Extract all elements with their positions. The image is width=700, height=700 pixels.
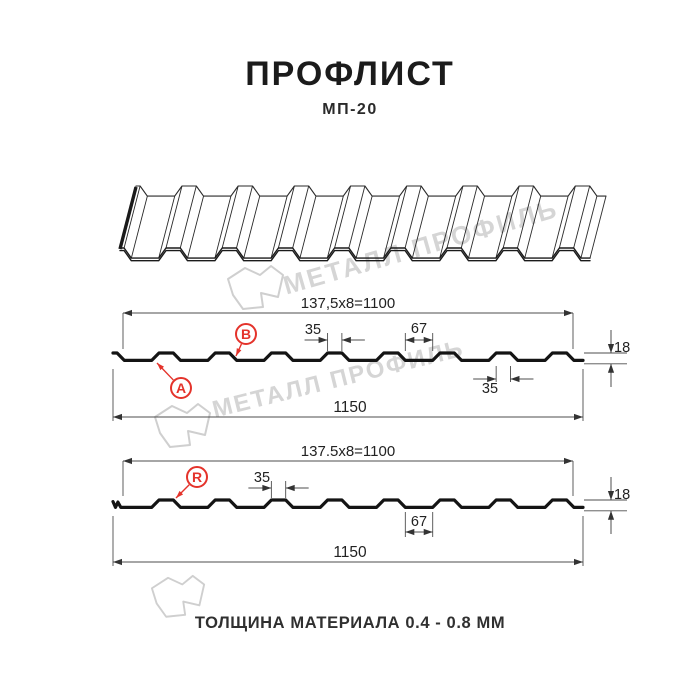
- marker-side-a: A: [170, 377, 192, 399]
- coverage-width-label-top-section: 137,5x8=1100: [300, 295, 396, 312]
- page-title: ПРОФЛИСТ: [245, 55, 455, 93]
- coverage-width-label-bottom-section: 137.5x8=1100: [300, 443, 396, 460]
- valley-width-dim-bottom-section: 67: [410, 514, 428, 530]
- overall-width-dim-top-section: 1150: [333, 399, 367, 416]
- overall-width-dim-bottom-section: 1150: [333, 544, 367, 561]
- rib-bottom-width-dim-top-section: 35: [481, 381, 499, 397]
- rib-top-width-dim-bottom-section: 35: [253, 470, 271, 486]
- height-dim-top-section: 18: [614, 340, 631, 356]
- rib-top-width-dim-top-section: 35: [304, 322, 322, 338]
- material-thickness-note: ТОЛЩИНА МАТЕРИАЛА 0.4 - 0.8 ММ: [194, 614, 506, 632]
- profile-model-subtitle: МП-20: [322, 101, 378, 118]
- height-dim-bottom-section: 18: [614, 487, 631, 503]
- marker-side-b: B: [235, 323, 257, 345]
- valley-width-dim-top-section: 67: [410, 321, 428, 337]
- marker-radius: R: [186, 466, 208, 488]
